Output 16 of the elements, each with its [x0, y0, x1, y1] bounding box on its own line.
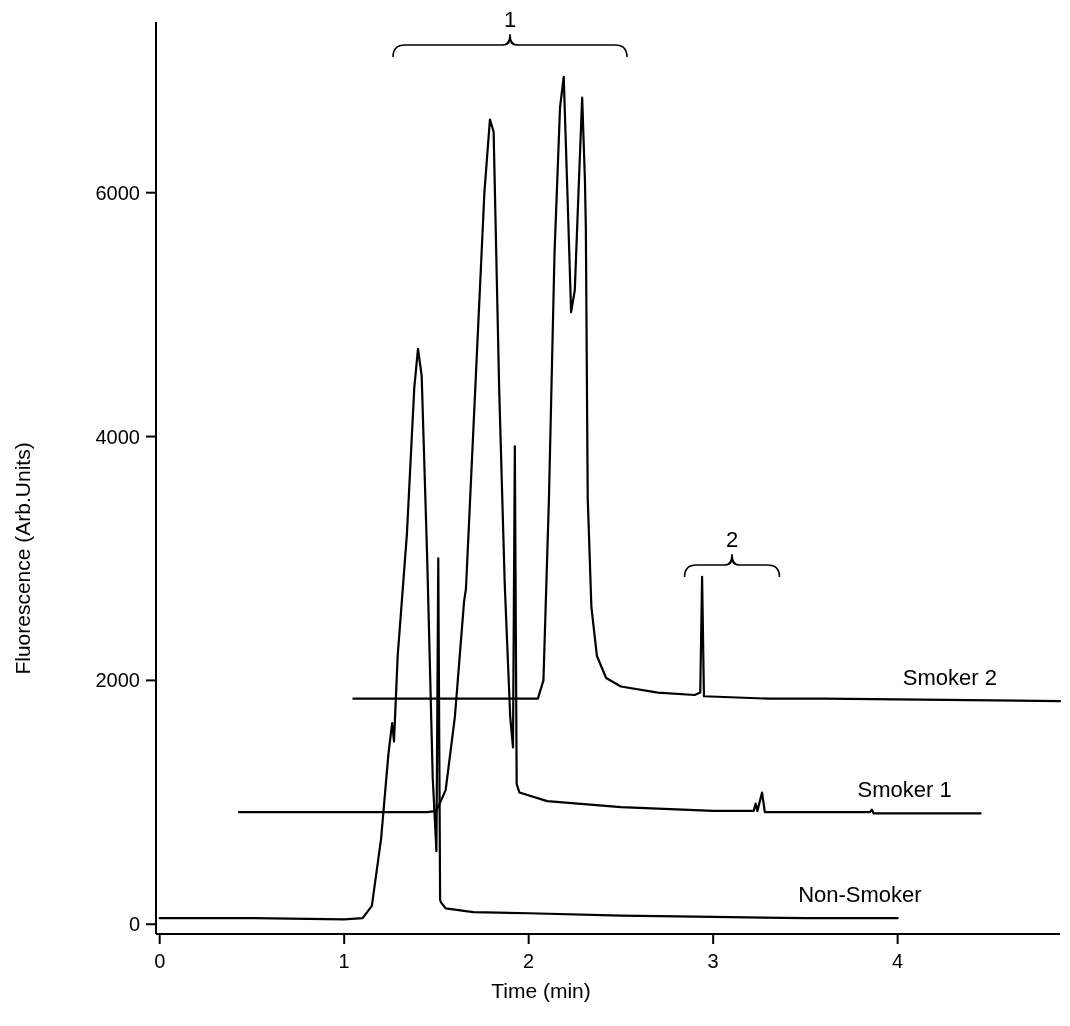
series-label: Non-Smoker	[798, 882, 922, 908]
annotation: 1	[503, 7, 517, 32]
x-tick-label: 2	[523, 950, 535, 972]
x-axis-title: Time (min)	[491, 979, 591, 1002]
series-label: Smoker 1	[857, 777, 952, 803]
y-axis-title: Fluorescence (Arb.Units)	[11, 442, 34, 675]
y-tick-label: 2000	[95, 669, 140, 692]
x-tick-label: 0	[154, 950, 166, 972]
annotation: 2	[725, 527, 739, 552]
series-label: Smoker 2	[902, 665, 997, 691]
y-tick-label: 0	[128, 913, 140, 936]
x-tick-label: 3	[707, 950, 719, 972]
y-tick-label: 6000	[95, 181, 140, 204]
y-tick-label: 4000	[95, 425, 140, 448]
x-tick-label: 4	[892, 950, 904, 972]
x-tick-label: 1	[338, 950, 350, 972]
